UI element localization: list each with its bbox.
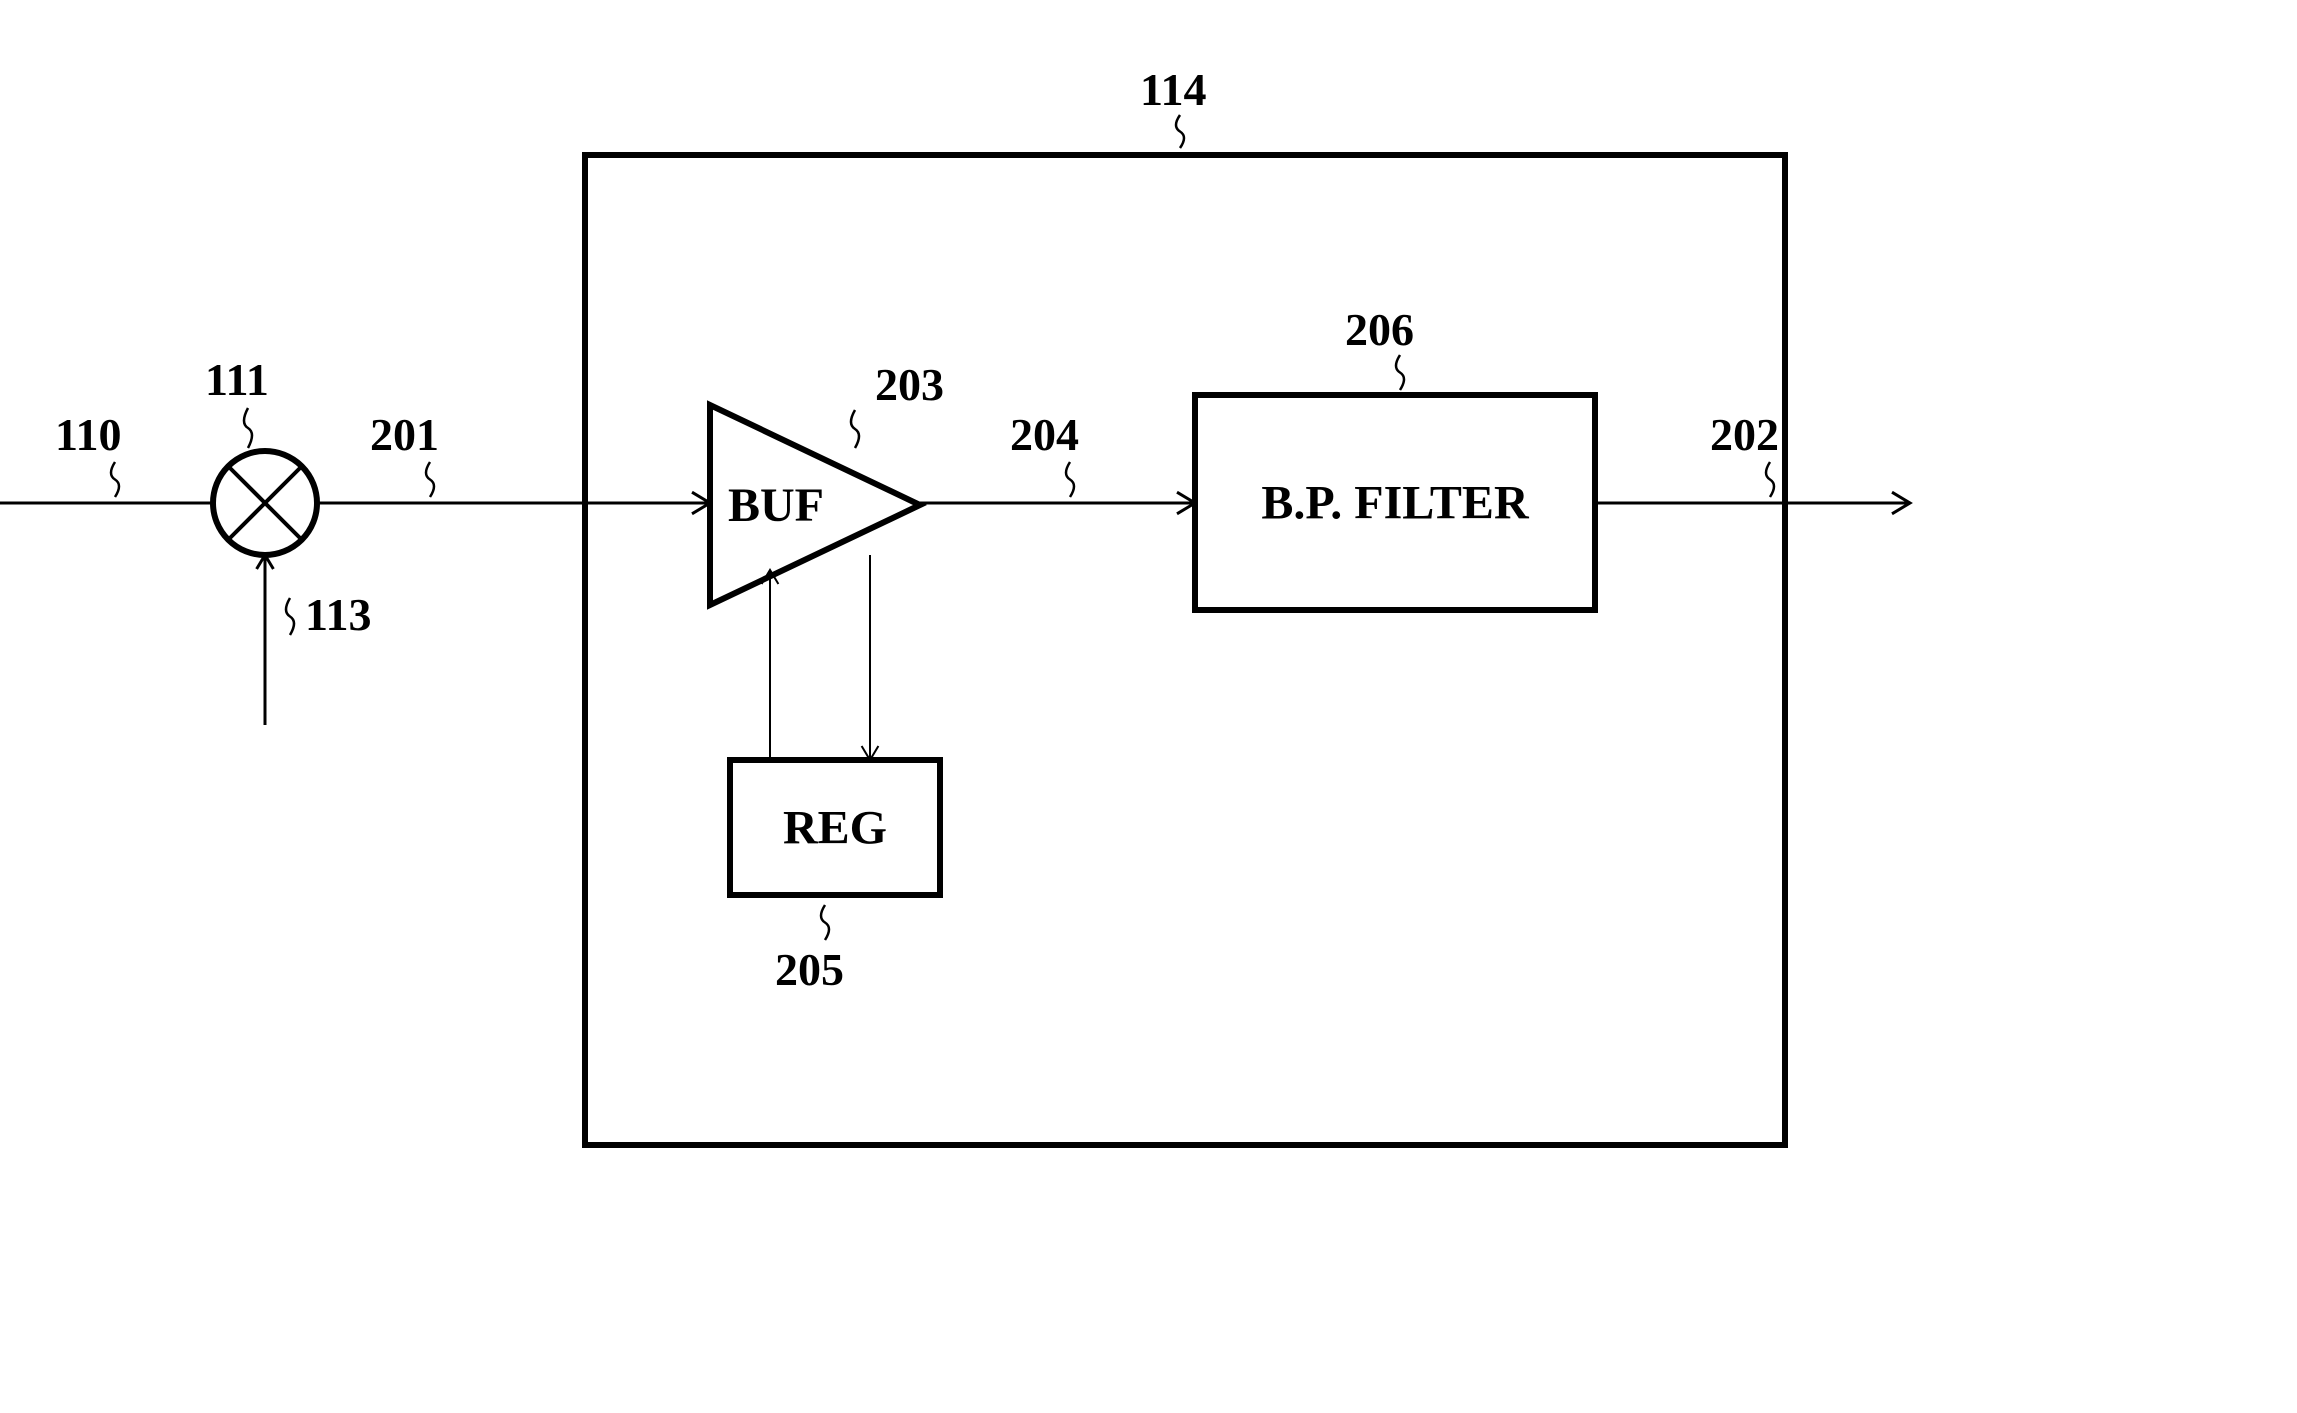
ref-206: 206: [1345, 304, 1414, 355]
ref-114: 114: [1140, 64, 1206, 115]
ref-111: 111: [205, 354, 269, 405]
ref-203: 203: [875, 359, 944, 410]
ref-204: 204: [1010, 409, 1079, 460]
bpf-label: B.P. FILTER: [1261, 477, 1530, 530]
buf-label: BUF: [728, 479, 824, 532]
reg-label: REG: [783, 802, 887, 855]
ref-205: 205: [775, 944, 844, 995]
ref-110: 110: [55, 409, 121, 460]
ref-202: 202: [1710, 409, 1779, 460]
ref-113: 113: [305, 589, 371, 640]
ref-201: 201: [370, 409, 439, 460]
